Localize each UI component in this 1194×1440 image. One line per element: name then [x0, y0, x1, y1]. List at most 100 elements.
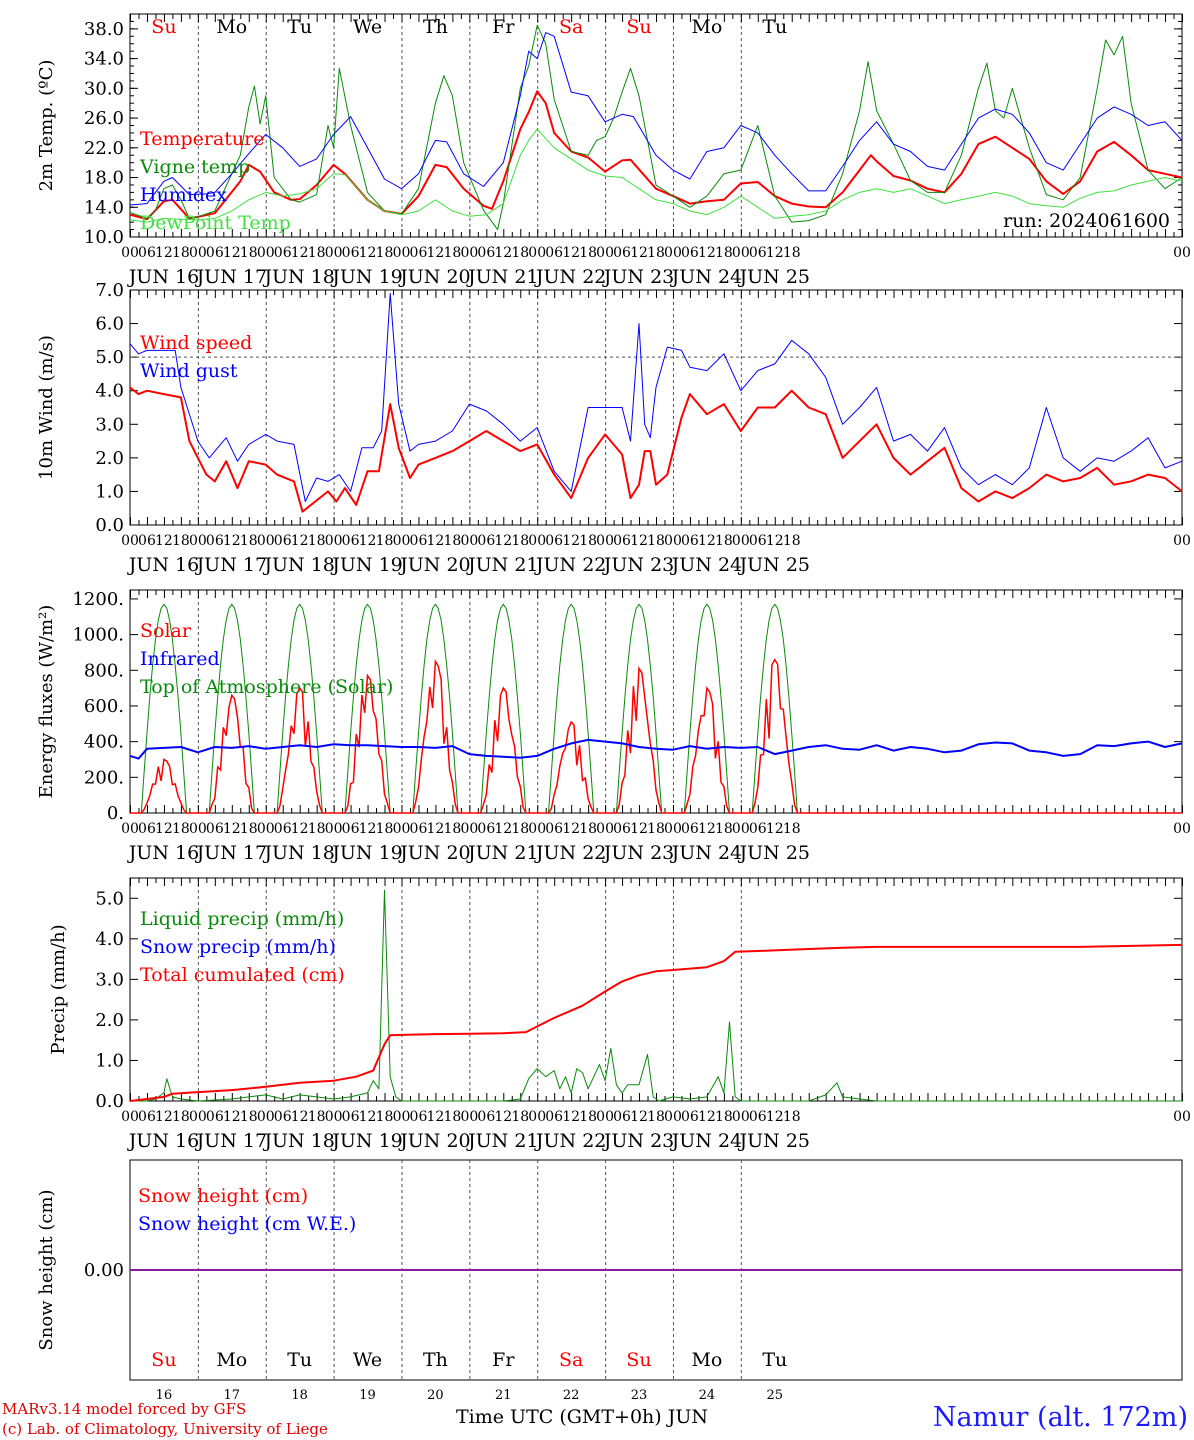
hour-label: 12 — [630, 533, 648, 549]
weekday-label: Th — [423, 1349, 448, 1371]
y-tick-label: 5.0 — [95, 888, 124, 909]
hour-label: 12 — [766, 533, 784, 549]
hour-label: 00 — [393, 245, 411, 261]
hour-label: 18 — [308, 245, 326, 261]
hour-label: 00 — [393, 533, 411, 549]
hour-label: 18 — [783, 533, 801, 549]
panel-frame — [129, 13, 1183, 238]
day-label: JUN 21 — [466, 1130, 538, 1152]
hour-label: 00 — [121, 533, 139, 549]
hour-label: 06 — [749, 1109, 767, 1125]
panel-frame — [129, 289, 1183, 526]
y-axis-label: Precip (mm/h) — [48, 924, 69, 1054]
hour-label: 18 — [511, 245, 529, 261]
hour-label: 06 — [342, 245, 360, 261]
hour-label: 12 — [359, 245, 377, 261]
weekday-label: Su — [626, 16, 651, 38]
day-label: JUN 20 — [398, 554, 470, 576]
y-tick-label: 200. — [84, 767, 124, 788]
hour-label: 00 — [664, 245, 682, 261]
weekday-label: Su — [626, 1349, 651, 1371]
hour-label: 12 — [359, 821, 377, 837]
day-label: JUN 22 — [534, 554, 606, 576]
y-tick-label: 30.0 — [84, 78, 124, 99]
legend-entry: Humidex — [140, 184, 227, 206]
y-tick-label: 1.0 — [95, 481, 124, 502]
weekday-label: Mo — [691, 1349, 722, 1371]
hour-label: 00 — [325, 1109, 343, 1125]
weekday-label: Tu — [762, 1349, 787, 1371]
day-label: JUN 18 — [262, 1130, 334, 1152]
hour-label: 00 — [732, 1109, 750, 1125]
y-tick-label: 800. — [84, 660, 124, 681]
hour-label: 06 — [749, 821, 767, 837]
hour-label: 18 — [783, 1109, 801, 1125]
hour-label: 12 — [698, 245, 716, 261]
hour-label: 06 — [274, 245, 292, 261]
hour-label: 06 — [410, 245, 428, 261]
hour-label: 06 — [477, 1109, 495, 1125]
hour-label: 00 — [460, 1109, 478, 1125]
hour-label: 00 — [325, 821, 343, 837]
day-label: JUN 17 — [195, 842, 267, 864]
hour-label: 18 — [240, 245, 258, 261]
hour-label: 12 — [562, 245, 580, 261]
hour-label: 06 — [613, 533, 631, 549]
hour-label: 00 — [596, 245, 614, 261]
day-label: JUN 23 — [602, 1130, 674, 1152]
hour-label: 06 — [410, 821, 428, 837]
hour-label: 00 — [189, 533, 207, 549]
legend-entry: Infrared — [140, 648, 220, 670]
y-tick-label: 3.0 — [95, 414, 124, 435]
hour-label: 06 — [138, 245, 156, 261]
legend-entry: Snow precip (mm/h) — [140, 936, 336, 958]
hour-label: 18 — [240, 533, 258, 549]
panel-energy — [129, 589, 1183, 814]
legend-entry: Temperature — [140, 128, 264, 150]
hour-label: 06 — [138, 821, 156, 837]
hour-label: 00 — [664, 1109, 682, 1125]
hour-label: 00 — [528, 245, 546, 261]
hour-label: 12 — [155, 821, 173, 837]
y-tick-label: 0.0 — [95, 515, 124, 536]
hour-label: 18 — [715, 245, 733, 261]
hour-label: 06 — [749, 533, 767, 549]
day-label: JUN 24 — [670, 266, 742, 288]
weekday-label: Th — [423, 16, 448, 38]
hour-label: 18 — [308, 821, 326, 837]
hour-label: 18 — [172, 1109, 190, 1125]
y-axis-label: Snow height (cm) — [36, 1189, 57, 1350]
hour-label: 18 — [308, 533, 326, 549]
hour-label: 06 — [545, 533, 563, 549]
day-label: JUN 21 — [466, 266, 538, 288]
hour-label: 00 — [732, 533, 750, 549]
y-tick-label: 0.0 — [95, 1091, 124, 1112]
panel-frame — [129, 589, 1183, 814]
hour-label: 00 — [1173, 821, 1191, 837]
day-label: JUN 17 — [195, 554, 267, 576]
hour-label: 12 — [494, 533, 512, 549]
hour-label: 00 — [393, 1109, 411, 1125]
y-tick-label: 0.00 — [84, 1260, 124, 1281]
hour-label: 00 — [121, 821, 139, 837]
series-wind-gust — [129, 292, 1183, 502]
station-name: Namur (alt. 172m) — [932, 1402, 1188, 1433]
hour-label: 12 — [427, 533, 445, 549]
day-label: JUN 16 — [127, 842, 199, 864]
weekday-label: Tu — [762, 16, 787, 38]
hour-label: 06 — [613, 821, 631, 837]
hour-label: 00 — [528, 1109, 546, 1125]
hour-label: 06 — [613, 245, 631, 261]
hour-label: 12 — [359, 533, 377, 549]
hour-label: 18 — [511, 533, 529, 549]
hour-label: 12 — [630, 245, 648, 261]
hour-label: 00 — [528, 821, 546, 837]
day-number: 17 — [224, 1388, 241, 1403]
hour-label: 12 — [698, 533, 716, 549]
hour-label: 12 — [766, 1109, 784, 1125]
hour-label: 18 — [376, 1109, 394, 1125]
hour-label: 12 — [427, 821, 445, 837]
hour-label: 00 — [1173, 245, 1191, 261]
series-liquid-precip-mm-h- — [130, 889, 1182, 1102]
